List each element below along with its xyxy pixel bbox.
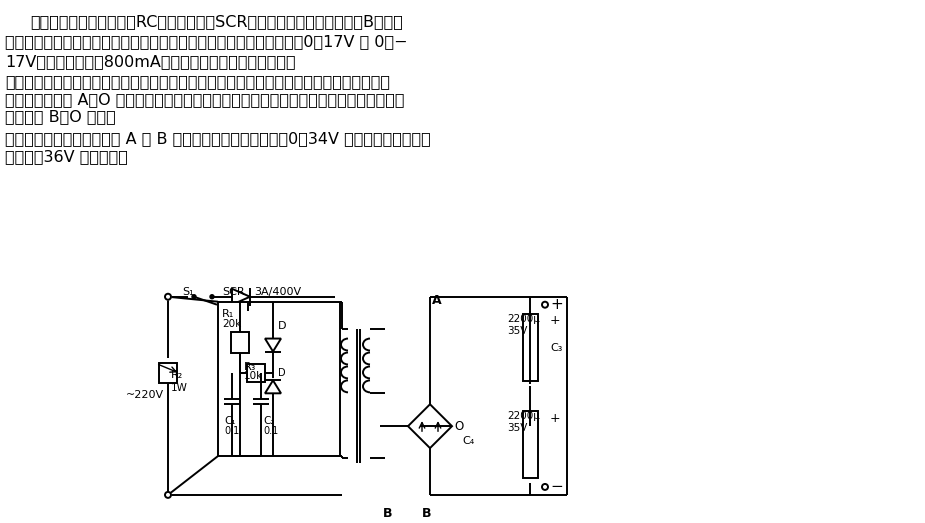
Text: O: O <box>454 419 463 433</box>
Bar <box>523 314 538 381</box>
Bar <box>523 411 538 478</box>
Text: C₁: C₁ <box>224 416 236 426</box>
Bar <box>218 302 340 456</box>
Text: S₁: S₁ <box>182 287 194 297</box>
Text: D: D <box>278 368 286 379</box>
Text: 2200μ: 2200μ <box>507 411 540 421</box>
Text: 2200μ: 2200μ <box>507 314 540 324</box>
Text: 35V: 35V <box>507 423 527 433</box>
Text: C₃: C₃ <box>550 343 562 353</box>
Text: 圈的电流，从而获得连续可调的两路直流电源。本电路直流输出电压为0～17V 及 0～−: 圈的电流，从而获得连续可调的两路直流电源。本电路直流输出电压为0～17V 及 0… <box>5 34 408 49</box>
Polygon shape <box>265 380 281 393</box>
Text: R₂: R₂ <box>171 370 183 380</box>
Text: −: − <box>550 480 562 494</box>
Text: C₂: C₂ <box>263 416 275 426</box>
Text: 1W: 1W <box>171 383 188 393</box>
Text: B: B <box>422 507 432 520</box>
Text: 流电路从 B，O 输出。: 流电路从 B，O 输出。 <box>5 109 116 124</box>
Text: C₄: C₄ <box>462 436 475 446</box>
Circle shape <box>210 295 214 299</box>
Circle shape <box>542 302 548 308</box>
Text: 另外，如果把负载接于 A 与 B 之间，还可使负载两端得到0～34V 连续可调电压，变压: 另外，如果把负载接于 A 与 B 之间，还可使负载两端得到0～34V 连续可调电… <box>5 131 431 146</box>
Text: SCR: SCR <box>222 287 244 297</box>
Circle shape <box>165 294 171 300</box>
Text: 20k: 20k <box>222 319 241 328</box>
Text: 0.1: 0.1 <box>263 426 278 436</box>
Text: B: B <box>383 507 393 520</box>
Polygon shape <box>408 404 452 448</box>
Text: 全波整流电路从 A，O 输出；抽头绕组同时也与共阳极的两个二极管构成负向输出的全波整: 全波整流电路从 A，O 输出；抽头绕组同时也与共阳极的两个二极管构成负向输出的全… <box>5 92 404 107</box>
Bar <box>231 332 249 354</box>
Text: 0.1: 0.1 <box>224 426 240 436</box>
Text: +: + <box>550 297 562 312</box>
Bar <box>159 363 177 383</box>
Text: 10k: 10k <box>244 371 264 381</box>
Text: A: A <box>432 294 441 307</box>
Text: 17V，最大输出电流800mA。选取不同元件可得不同输出。: 17V，最大输出电流800mA。选取不同元件可得不同输出。 <box>5 54 296 69</box>
Text: +: + <box>550 314 561 327</box>
Text: 35V: 35V <box>507 326 527 336</box>
Circle shape <box>542 484 548 490</box>
Text: +: + <box>550 412 561 425</box>
Text: 工作原理很简单：变压器带中心抽头，抽头绕组与共阴极的两个二极管构成正向输出的: 工作原理很简单：变压器带中心抽头，抽头绕组与共阴极的两个二极管构成正向输出的 <box>5 74 390 89</box>
Text: R₁: R₁ <box>222 309 234 319</box>
Polygon shape <box>265 338 281 351</box>
Bar <box>247 365 265 382</box>
Text: 器次级为36V 交流输出。: 器次级为36V 交流输出。 <box>5 150 128 164</box>
Text: R₃: R₃ <box>244 362 256 372</box>
Text: 图　　　所示电路，利用RC移相网络控制SCR的导通觓来改变功率变压器B初级线: 图 所示电路，利用RC移相网络控制SCR的导通觓来改变功率变压器B初级线 <box>30 14 403 29</box>
Circle shape <box>192 295 196 299</box>
Polygon shape <box>232 289 250 305</box>
Text: ~220V: ~220V <box>126 390 164 400</box>
Text: 3A/400V: 3A/400V <box>254 287 302 297</box>
Text: D: D <box>278 321 287 331</box>
Circle shape <box>165 492 171 498</box>
